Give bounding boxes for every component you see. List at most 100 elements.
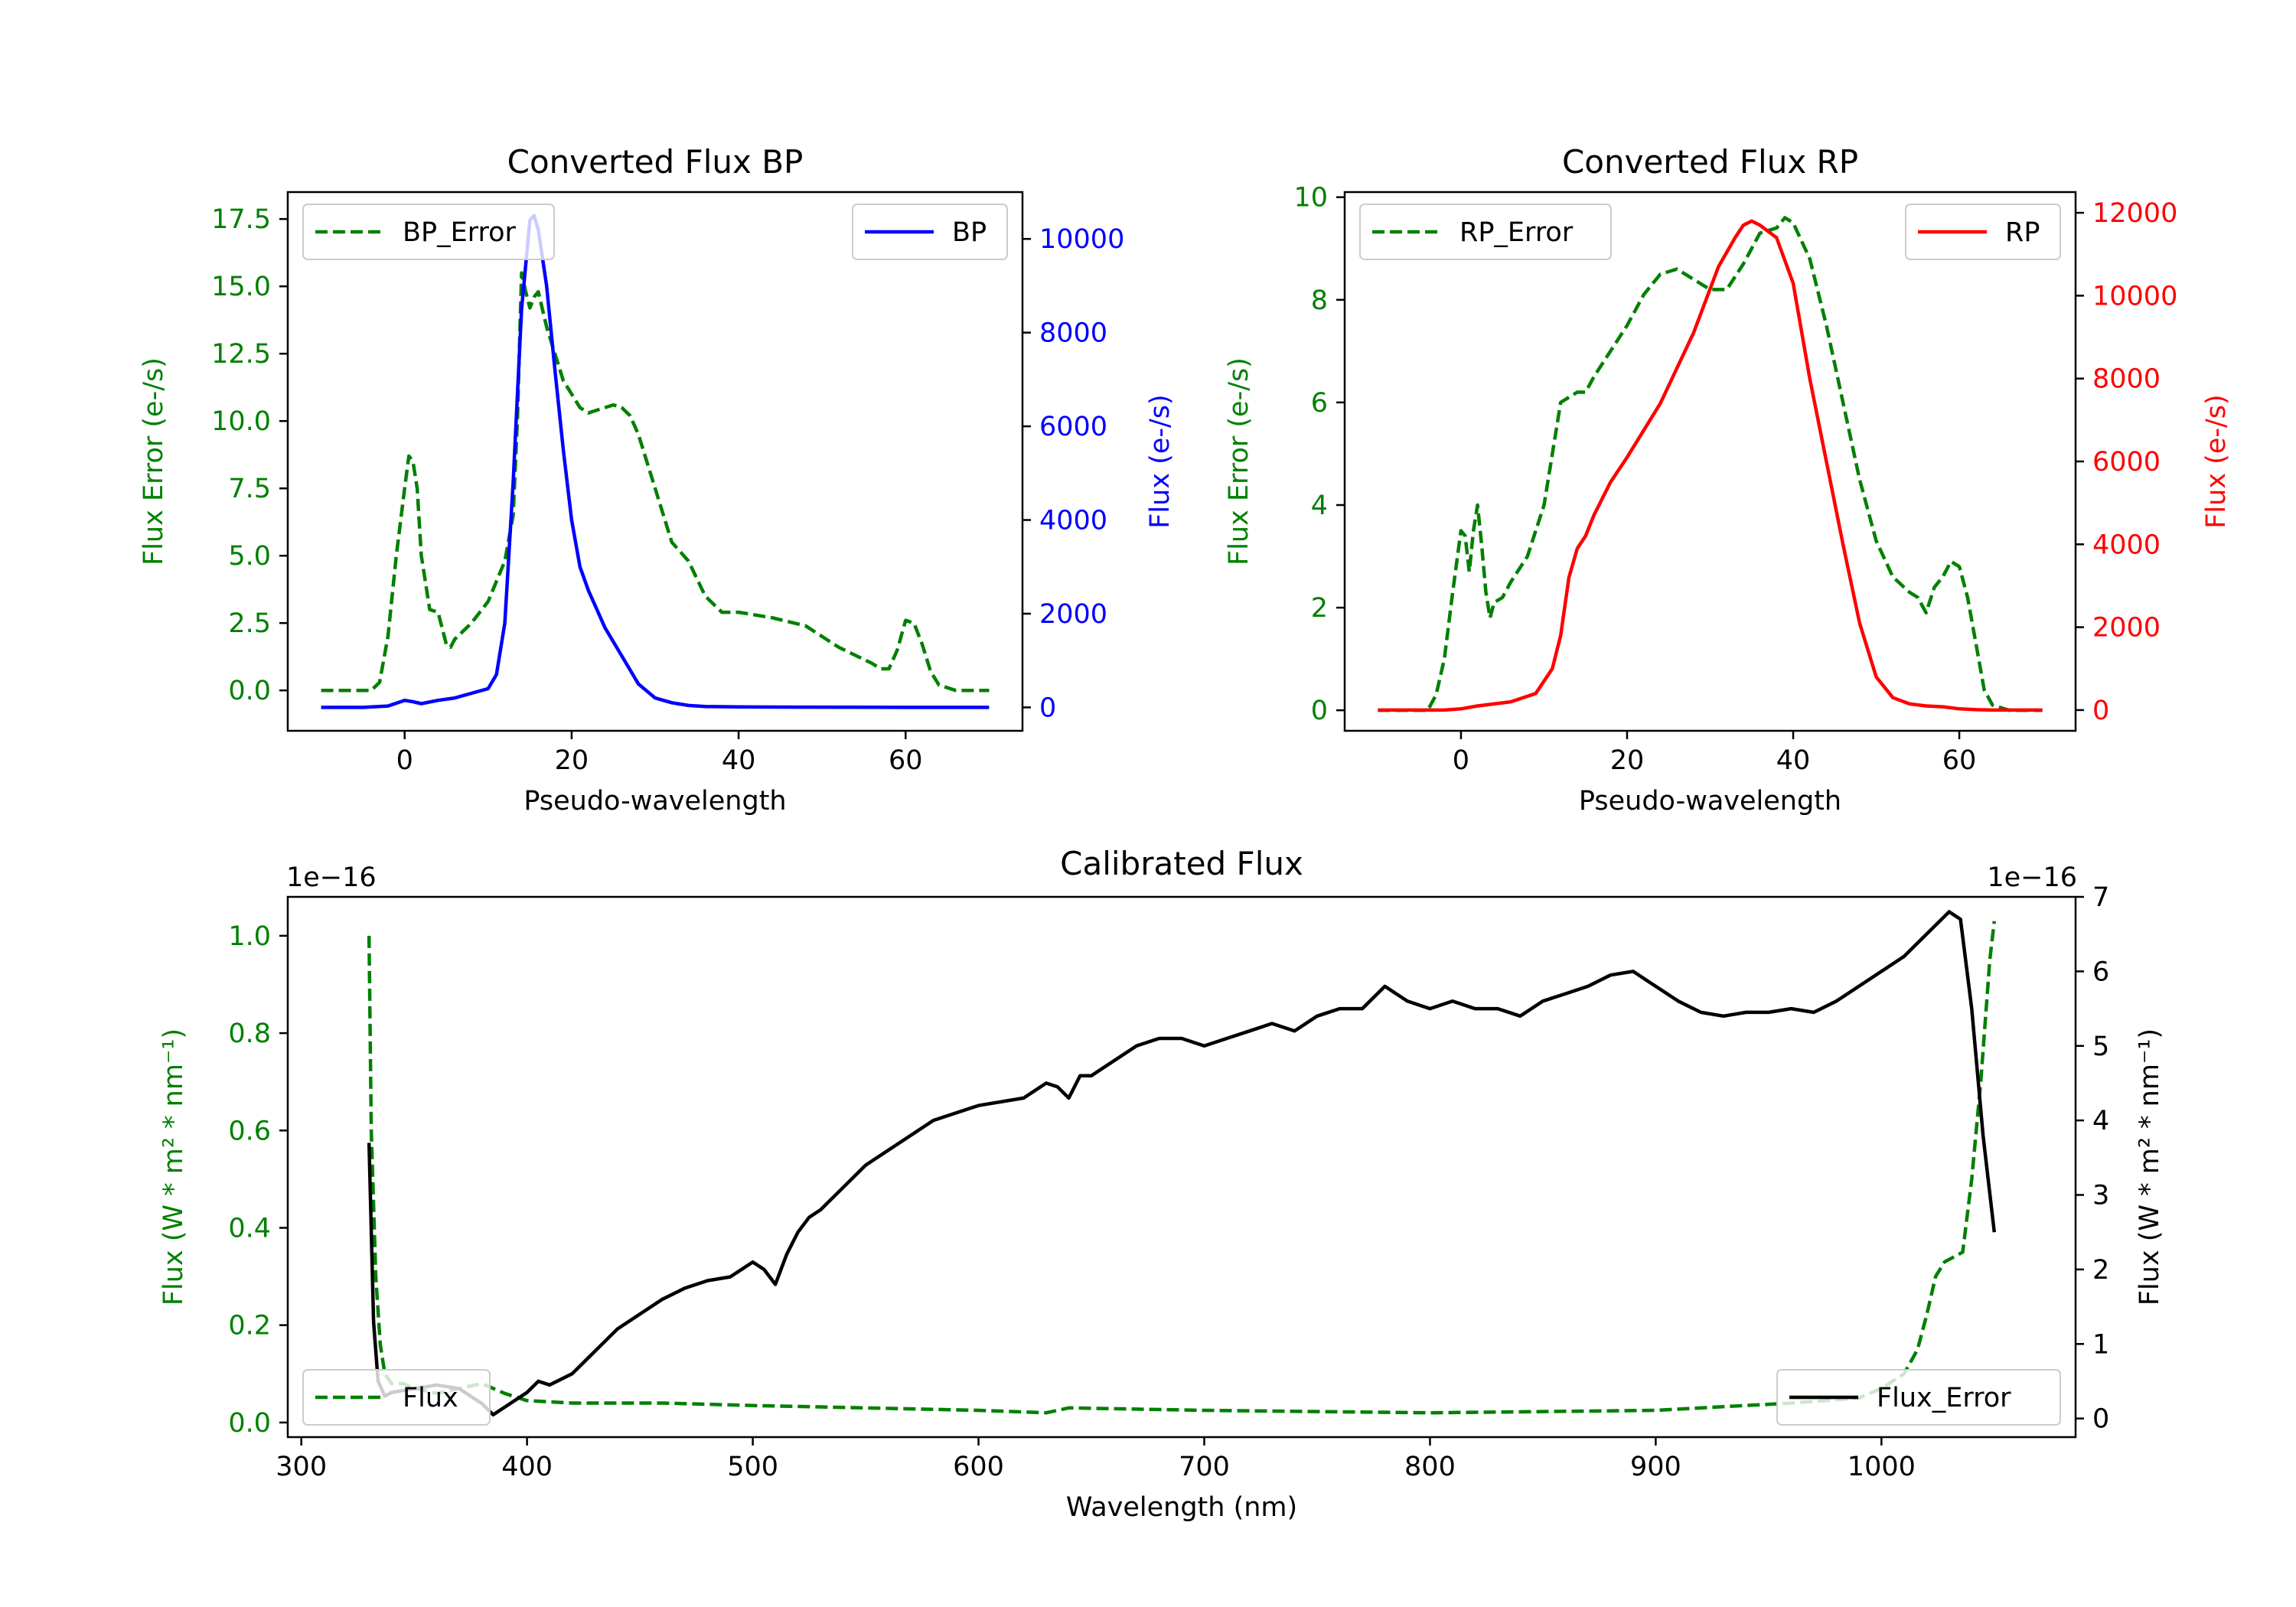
x-tick-label: 20 (1610, 745, 1645, 776)
y-right-tick-label: 10000 (2092, 281, 2177, 311)
y-right-axis-label: Flux (e-/s) (2201, 394, 2232, 528)
x-tick-label: 400 (501, 1452, 553, 1482)
y-left-tick-label: 2.5 (228, 608, 271, 639)
chart-title: Converted Flux RP (1562, 143, 1858, 181)
legend-left: BP_Error (302, 204, 555, 260)
y-right-tick-label: 6000 (2092, 447, 2161, 478)
x-tick-label: 1000 (1848, 1452, 1916, 1482)
y-right-tick-label: 0 (2092, 1404, 2109, 1435)
x-tick-label: 0 (396, 745, 413, 776)
chart-title: Converted Flux BP (507, 143, 804, 181)
series-line-bp-error (321, 271, 990, 693)
x-tick-label: 500 (727, 1452, 778, 1482)
legend-label: Flux (403, 1383, 458, 1413)
x-tick-label: 600 (953, 1452, 1004, 1482)
y-left-tick-label: 0.0 (228, 1408, 271, 1439)
x-tick-label: 40 (722, 745, 756, 776)
y-left-tick-label: 0.8 (228, 1019, 271, 1049)
x-tick-label: 60 (889, 745, 923, 776)
y-left-tick-label: 10 (1293, 183, 1328, 214)
y-left-tick-label: 0.4 (228, 1214, 271, 1244)
y-left-tick-label: 4 (1311, 491, 1328, 521)
y-left-tick-label: 17.5 (211, 204, 271, 235)
y-right-tick-label: 0 (1039, 693, 1056, 723)
y-left-tick-label: 0.2 (228, 1311, 271, 1341)
x-tick-label: 60 (1942, 745, 1977, 776)
series-line-flux (367, 910, 1997, 1417)
x-axis-label: Wavelength (nm) (1066, 1492, 1297, 1523)
legend-left: RP_Error (1359, 204, 1612, 260)
x-tick-label: 300 (276, 1452, 327, 1482)
y-right-tick-label: 12000 (2092, 198, 2177, 229)
y-left-tick-label: 0.6 (228, 1116, 271, 1146)
axes-frame (286, 895, 2077, 1439)
series-line-flux-error (367, 921, 1997, 1415)
y-left-tick-label: 5.0 (228, 541, 271, 572)
chart-title: Calibrated Flux (1060, 845, 1303, 882)
series-line-bp (321, 214, 990, 709)
series-line-rp-error (1378, 216, 2043, 712)
y-left-axis-label: Flux (W * m² * nm⁻¹) (158, 1028, 189, 1305)
legend-right: Flux_Error (1776, 1369, 2061, 1426)
y-right-tick-label: 8000 (2092, 364, 2161, 395)
y-right-offset-label: 1e−16 (1987, 862, 2077, 893)
axes-frame (286, 191, 1024, 732)
y-left-axis-label: Flux Error (e-/s) (139, 357, 169, 566)
y-right-tick-label: 4000 (2092, 530, 2161, 560)
y-right-tick-label: 3 (2092, 1181, 2109, 1211)
x-tick-label: 700 (1179, 1452, 1230, 1482)
y-left-tick-label: 0 (1311, 696, 1328, 726)
y-right-tick-label: 7 (2092, 882, 2109, 913)
y-right-tick-label: 10000 (1039, 224, 1124, 255)
x-axis-label: Pseudo-wavelength (523, 786, 786, 817)
series-line-rp (1378, 219, 2043, 712)
legend-box (302, 1369, 491, 1426)
y-left-tick-label: 1.0 (228, 921, 271, 952)
legend-box (1776, 1369, 2061, 1426)
legend-label: BP_Error (403, 217, 517, 248)
chart-3: Calibrated Flux 300 400 500 600 700 800 900 1000… (158, 845, 2165, 1523)
y-right-tick-label: 0 (2092, 696, 2109, 726)
legend-right: RP (1905, 204, 2061, 260)
legend-label: RP (2005, 217, 2040, 248)
y-right-axis-label: Flux (W * m² * nm⁻¹) (2135, 1028, 2165, 1305)
y-right-tick-label: 6000 (1039, 412, 1107, 442)
legend-label: Flux_Error (1877, 1383, 2011, 1413)
chart-1: Converted Flux BP 0 20 40 60 Pseudo-wavelengt… (139, 143, 1176, 817)
y-right-tick-label: 1 (2092, 1329, 2109, 1360)
x-axis-label: Pseudo-wavelength (1579, 786, 1841, 817)
x-tick-label: 40 (1776, 745, 1811, 776)
y-right-tick-label: 2 (2092, 1255, 2109, 1286)
y-right-tick-label: 8000 (1039, 318, 1107, 349)
chart-2: Converted Flux RP0 20 40 60Pseudo-wavelengt… (1224, 143, 2232, 817)
y-left-tick-label: 8 (1311, 285, 1328, 316)
y-left-tick-label: 12.5 (211, 339, 271, 370)
y-right-tick-label: 2000 (1039, 599, 1107, 630)
y-left-tick-label: 6 (1311, 388, 1328, 419)
y-left-tick-label: 10.0 (211, 406, 271, 437)
y-left-tick-label: 0.0 (228, 676, 271, 706)
axes-frame (1343, 191, 2077, 732)
legend-label: BP (952, 217, 987, 248)
x-tick-label: 900 (1630, 1452, 1681, 1482)
x-tick-label: 800 (1404, 1452, 1456, 1482)
y-left-tick-label: 2 (1311, 593, 1328, 624)
x-tick-label: 20 (555, 745, 589, 776)
y-right-tick-label: 5 (2092, 1032, 2109, 1062)
y-left-tick-label: 15.0 (211, 272, 271, 302)
y-right-tick-label: 6 (2092, 957, 2109, 987)
legend-right: BP (852, 204, 1008, 260)
x-tick-label: 0 (1453, 745, 1469, 776)
y-left-axis-label: Flux Error (e-/s) (1224, 357, 1254, 566)
y-left-tick-label: 7.5 (228, 474, 271, 504)
legend-box (302, 204, 555, 260)
y-right-axis-label: Flux (e-/s) (1145, 394, 1176, 528)
y-left-offset-label: 1e−16 (286, 862, 377, 893)
legend-box (1359, 204, 1612, 260)
legend-left: Flux (302, 1369, 491, 1426)
y-right-tick-label: 4 (2092, 1106, 2109, 1136)
y-right-tick-label: 2000 (2092, 613, 2161, 644)
legend-label: RP_Error (1459, 217, 1574, 248)
y-right-tick-label: 4000 (1039, 506, 1107, 536)
